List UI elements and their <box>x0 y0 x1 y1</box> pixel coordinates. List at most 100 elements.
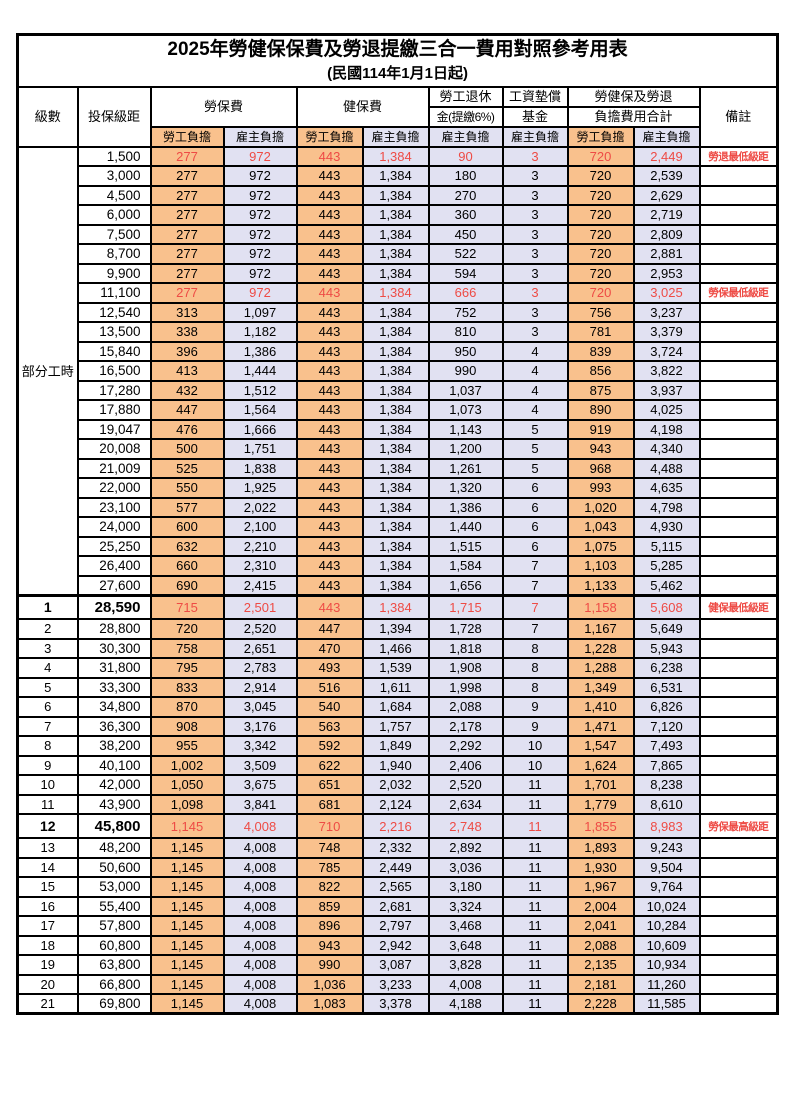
table-row: 8 38,200 955 3,342 592 1,849 2,292 10 1,547 7,493 <box>16 735 779 757</box>
cell-total-employee: 1,701 <box>566 774 635 796</box>
cell-pension-employer: 1,200 <box>427 438 504 460</box>
cell-labor-employer: 2,210 <box>222 535 298 557</box>
table-row: 9,900 277 972 443 1,384 594 3 720 2,953 <box>18 262 779 284</box>
cell-pension-employer: 2,406 <box>427 754 504 776</box>
cell-health-employer: 1,384 <box>361 223 430 245</box>
cell-pension-employer: 3,036 <box>427 856 504 878</box>
cell-total-employer: 4,635 <box>632 477 701 499</box>
cell-health-employer: 1,384 <box>361 418 430 440</box>
cell-total-employee: 1,020 <box>566 496 635 518</box>
cell-labor-employee: 396 <box>149 340 225 362</box>
cell-labor-employer: 3,841 <box>222 793 298 815</box>
cell-bracket: 7,500 <box>76 223 152 245</box>
cell-bracket: 43,900 <box>76 793 152 815</box>
cell-labor-employer: 3,176 <box>222 715 298 737</box>
cell-labor-employee: 660 <box>149 555 225 577</box>
cell-wagefund-employer: 7 <box>501 555 569 577</box>
cell-labor-employee: 476 <box>149 418 225 440</box>
cell-labor-employee: 277 <box>149 243 225 265</box>
cell-health-employer: 1,384 <box>361 477 430 499</box>
table-row: 17 57,800 1,145 4,008 896 2,797 3,468 11 2,041 10… <box>16 915 779 937</box>
cell-wagefund-employer: 4 <box>501 360 569 382</box>
cell-health-employee: 592 <box>295 735 364 757</box>
cell-pension-employer: 180 <box>427 165 504 187</box>
cell-total-employer: 7,865 <box>632 754 701 776</box>
cell-remark <box>698 973 779 995</box>
cell-health-employer: 2,565 <box>361 876 430 898</box>
cell-wagefund-employer: 8 <box>501 657 569 679</box>
cell-pension-employer: 3,828 <box>427 954 504 976</box>
cell-total-employee: 720 <box>566 282 635 304</box>
cell-labor-employer: 3,675 <box>222 774 298 796</box>
table-row: 6 34,800 870 3,045 540 1,684 2,088 9 1,410 6,826 <box>16 696 779 718</box>
cell-remark <box>698 477 779 499</box>
cell-total-employee: 1,043 <box>566 516 635 538</box>
cell-labor-employee: 690 <box>149 574 225 596</box>
cell-health-employer: 1,384 <box>361 379 430 401</box>
cell-health-employer: 1,384 <box>361 399 430 421</box>
cell-wagefund-employer: 4 <box>501 399 569 421</box>
cell-wagefund-employer: 11 <box>501 915 569 937</box>
table-row: 18 60,800 1,145 4,008 943 2,942 3,648 11 2,088 10… <box>16 934 779 956</box>
cell-total-employer: 2,809 <box>632 223 701 245</box>
table-row: 17,280 432 1,512 443 1,384 1,037 4 875 3,937 <box>18 379 779 401</box>
cell-pension-employer: 1,037 <box>427 379 504 401</box>
cell-health-employee: 470 <box>295 637 364 659</box>
cell-pension-employer: 1,656 <box>427 574 504 596</box>
cell-health-employer: 1,466 <box>361 637 430 659</box>
cell-wagefund-employer: 11 <box>501 973 569 995</box>
cell-labor-employer: 1,838 <box>222 457 298 479</box>
cell-health-employee: 443 <box>295 282 364 304</box>
cell-total-employer: 2,719 <box>632 204 701 226</box>
cell-total-employer: 9,504 <box>632 856 701 878</box>
cell-total-employer: 10,024 <box>632 895 701 917</box>
cell-remark <box>698 735 779 757</box>
cell-labor-employee: 870 <box>149 696 225 718</box>
cell-bracket: 30,300 <box>76 637 152 659</box>
cell-health-employer: 1,940 <box>361 754 430 776</box>
cell-total-employer: 8,610 <box>632 793 701 815</box>
cell-wagefund-employer: 3 <box>501 282 569 304</box>
cell-bracket: 50,600 <box>76 856 152 878</box>
cell-labor-employee: 277 <box>149 204 225 226</box>
cell-wagefund-employer: 5 <box>501 418 569 440</box>
cell-bracket: 16,500 <box>76 360 152 382</box>
col-header-remarks: 備註 <box>698 85 779 148</box>
cell-labor-employee: 1,145 <box>149 934 225 956</box>
cell-health-employee: 443 <box>295 593 364 620</box>
cell-health-employee: 443 <box>295 477 364 499</box>
subheader-labor-employee: 勞工負擔 <box>149 125 225 148</box>
cell-level: 14 <box>16 856 79 878</box>
cell-total-employee: 1,103 <box>566 555 635 577</box>
cell-labor-employer: 2,415 <box>222 574 298 596</box>
cell-labor-employee: 1,050 <box>149 774 225 796</box>
cell-bracket: 26,400 <box>76 555 152 577</box>
cell-bracket: 53,000 <box>76 876 152 898</box>
cell-total-employee: 890 <box>566 399 635 421</box>
cell-wagefund-employer: 11 <box>501 813 569 839</box>
cell-health-employer: 1,384 <box>361 282 430 304</box>
subheader-labor-employer: 雇主負擔 <box>222 125 298 148</box>
table-row: 9 40,100 1,002 3,509 622 1,940 2,406 10 1,624 7,8… <box>16 754 779 776</box>
title-row: 2025年勞健保保費及勞退提繳三合一費用對照參考用表 (民國114年1月1日起) <box>16 33 779 88</box>
table-header: 2025年勞健保保費及勞退提繳三合一費用對照參考用表 (民國114年1月1日起)… <box>16 33 779 148</box>
cell-bracket: 25,250 <box>76 535 152 557</box>
cell-pension-employer: 666 <box>427 282 504 304</box>
table-row: 24,000 600 2,100 443 1,384 1,440 6 1,043 4,930 <box>18 516 779 538</box>
cell-bracket: 40,100 <box>76 754 152 776</box>
cell-remark <box>698 243 779 265</box>
cell-total-employer: 10,284 <box>632 915 701 937</box>
cell-total-employer: 9,764 <box>632 876 701 898</box>
cell-remark: 勞保最高級距 <box>698 813 779 839</box>
cell-health-employee: 896 <box>295 915 364 937</box>
table-row: 1 28,590 715 2,501 443 1,384 1,715 7 1,158 5,608 健… <box>16 593 779 620</box>
cell-bracket: 17,880 <box>76 399 152 421</box>
cell-total-employer: 7,120 <box>632 715 701 737</box>
cell-labor-employer: 1,925 <box>222 477 298 499</box>
cell-health-employee: 443 <box>295 223 364 245</box>
cell-remark: 勞退最低級距 <box>698 145 779 167</box>
cell-level: 6 <box>16 696 79 718</box>
cell-level: 8 <box>16 735 79 757</box>
cell-total-employer: 11,585 <box>632 993 701 1015</box>
